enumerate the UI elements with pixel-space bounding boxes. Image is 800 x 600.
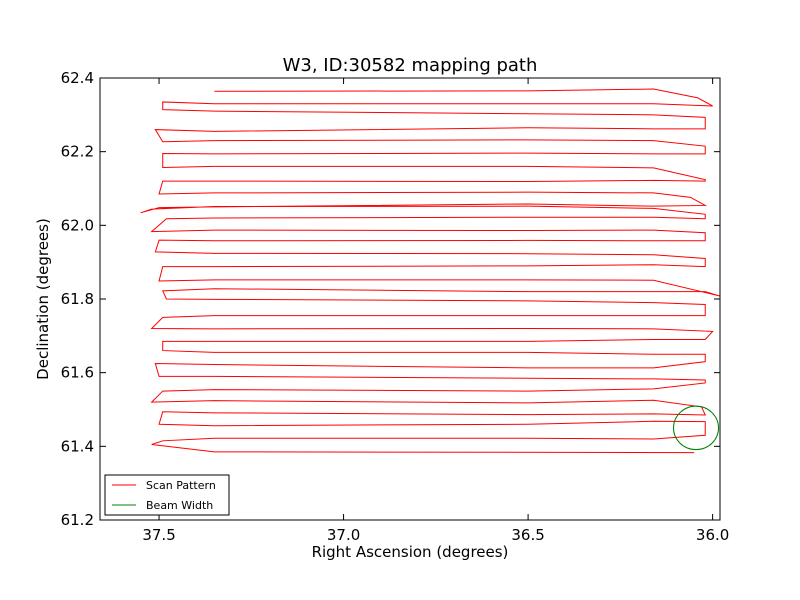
legend: Scan Pattern Beam Width — [104, 474, 230, 516]
x-tick-label: 36.0 — [696, 526, 729, 544]
beam-width-layer — [673, 405, 720, 451]
beam-width-circle — [673, 405, 720, 451]
y-axis-label: Declination (degrees) — [34, 218, 52, 380]
x-axis-label: Right Ascension (degrees) — [312, 543, 509, 561]
scan-pattern-layer — [140, 88, 721, 454]
y-tick-label: 62.0 — [61, 216, 94, 234]
y-axis-ticks: 61.2 61.4 61.6 61.8 62.0 62.2 62.4 — [61, 69, 720, 529]
y-tick-label: 62.2 — [61, 143, 94, 161]
y-tick-label: 61.2 — [61, 511, 94, 529]
x-axis-ticks: 37.5 37.0 36.5 36.0 — [142, 78, 729, 544]
legend-label-beam-width: Beam Width — [146, 499, 213, 512]
x-tick-label: 36.5 — [511, 526, 544, 544]
y-tick-label: 61.6 — [61, 364, 94, 382]
chart-title: W3, ID:30582 mapping path — [283, 55, 538, 76]
legend-box — [104, 474, 230, 516]
legend-label-scan-pattern: Scan Pattern — [146, 479, 216, 492]
y-tick-label: 61.4 — [61, 437, 94, 455]
x-tick-label: 37.0 — [327, 526, 360, 544]
x-tick-label: 37.5 — [142, 526, 175, 544]
y-tick-label: 62.4 — [61, 69, 94, 87]
scan-pattern-line — [140, 88, 721, 454]
y-tick-label: 61.8 — [61, 290, 94, 308]
